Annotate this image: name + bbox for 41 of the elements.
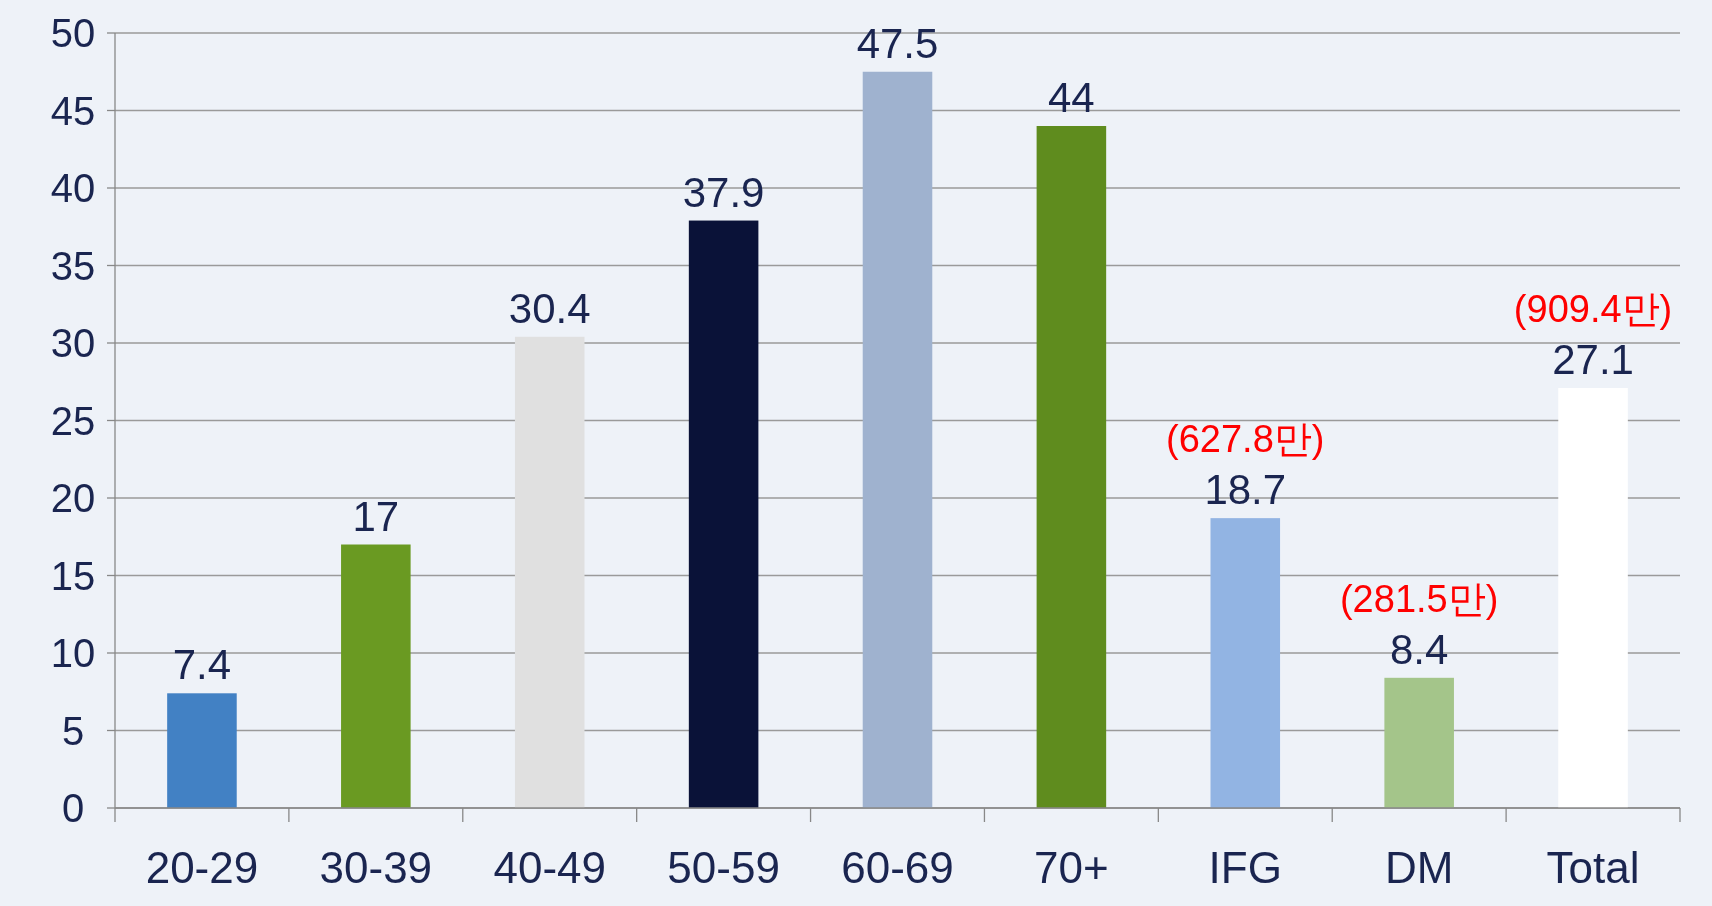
y-tick-label: 25 xyxy=(50,398,96,443)
data-label: 18.7 xyxy=(1204,466,1287,514)
bar xyxy=(341,544,411,808)
x-tick-label: 20-29 xyxy=(145,843,259,892)
y-tick-label: 15 xyxy=(50,553,96,598)
annotation: (281.5만) xyxy=(1339,577,1499,620)
data-label: 7.4 xyxy=(172,641,232,689)
data-label: 37.9 xyxy=(682,168,765,216)
data-label: 8.4 xyxy=(1389,625,1449,673)
bar xyxy=(514,336,585,808)
y-tick-label: 45 xyxy=(50,88,96,133)
x-tick-label: 30-39 xyxy=(319,843,433,892)
data-label: 17 xyxy=(352,492,400,540)
y-tick-label: 40 xyxy=(50,166,96,210)
x-tick-label: DM xyxy=(1384,843,1454,892)
y-tick-label: 0 xyxy=(61,786,85,830)
y-tick-label: 30 xyxy=(50,321,96,365)
data-label: 44 xyxy=(1048,74,1095,121)
y-tick-label: 50 xyxy=(50,11,96,55)
x-tick-label: IFG xyxy=(1208,843,1282,892)
y-tick-label: 35 xyxy=(50,243,96,288)
y-tick-label: 5 xyxy=(61,708,85,753)
data-label: 47.5 xyxy=(856,19,939,67)
y-tick-label: 20 xyxy=(50,476,96,520)
x-tick-label: 40-49 xyxy=(493,843,606,892)
bar xyxy=(1036,126,1107,808)
bar xyxy=(167,693,237,808)
annotation: (909.4만) xyxy=(1513,287,1673,330)
bar xyxy=(862,71,933,808)
bar xyxy=(1210,518,1281,808)
data-label: 30.4 xyxy=(508,284,591,332)
x-tick-label: 50-59 xyxy=(667,843,780,892)
y-tick-label: 10 xyxy=(50,631,96,675)
x-tick-label: Total xyxy=(1546,843,1640,892)
bar xyxy=(688,220,759,808)
bar xyxy=(1558,387,1628,808)
data-label: 27.1 xyxy=(1552,335,1634,383)
annotation: (627.8만) xyxy=(1166,418,1325,461)
x-tick-label: 60-69 xyxy=(841,843,954,892)
bar xyxy=(1384,677,1454,808)
x-tick-label: 70+ xyxy=(1034,843,1109,892)
